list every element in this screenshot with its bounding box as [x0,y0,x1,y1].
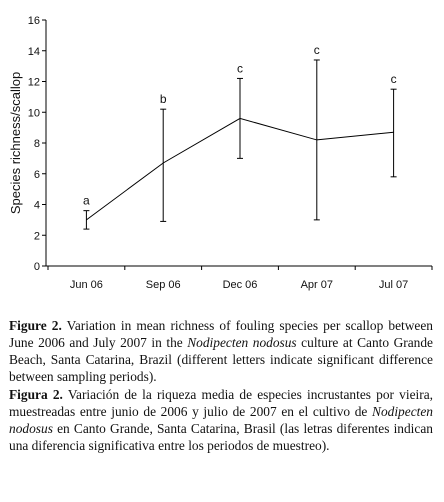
x-tick-label: Jul 07 [379,279,408,291]
x-tick-label: Sep 06 [146,279,181,291]
y-tick-label: 2 [34,230,40,242]
x-tick-label: Dec 06 [223,279,258,291]
caption-label: Figura 2. [9,387,63,402]
significance-letter: c [237,61,243,75]
significance-letter: b [160,92,167,106]
caption-species: Nodipecten nodosus [187,335,297,350]
caption-species: Nodipecten nodosus [9,404,433,436]
x-tick-label: Apr 07 [301,279,333,291]
y-tick-label: 6 [34,169,40,181]
y-tick-label: 16 [28,15,40,27]
x-tick-label: Jun 06 [70,279,103,291]
significance-letter: c [314,43,320,57]
significance-letter: c [391,72,397,86]
y-tick-label: 4 [34,200,40,212]
figure-caption-spanish: Figura 2. Variación de la riqueza media … [9,386,433,454]
y-tick-label: 12 [28,77,40,89]
y-axis-label: Species richness/scallop [8,72,23,214]
caption-label: Figure 2. [9,318,62,333]
chart-area: 0 2 4 6 8 10 12 14 16 Jun 06 Sep 06 Dec 06 Apr 07 Jul… [8,15,433,291]
y-tick-label: 8 [34,138,40,150]
caption-text: Variación de la riqueza media de especie… [9,387,433,419]
caption-text: en Canto Grande, Santa Catarina, Brasil … [9,421,433,453]
line-chart: 0 2 4 6 8 10 12 14 16 Jun 06 Sep 06 Dec 06 Apr 07 Jul… [8,15,433,291]
figure-caption-english: Figure 2. Variation in mean richness of … [9,317,433,385]
caption-text: Variation in mean richness of fouling sp… [9,318,433,350]
y-tick-label: 14 [28,46,40,58]
y-tick-label: 10 [28,107,40,119]
significance-letter: a [83,194,90,208]
caption-text: culture at Canto Grande Beach, Santa Cat… [9,335,433,384]
y-tick-label: 0 [34,261,40,273]
